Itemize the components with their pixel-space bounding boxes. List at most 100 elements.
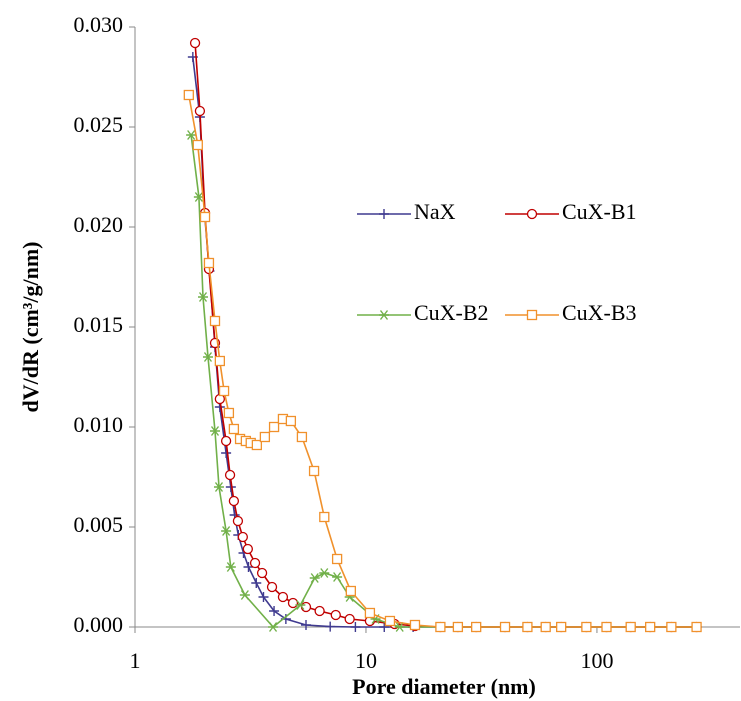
marker — [581, 621, 592, 633]
marker — [251, 439, 263, 451]
marker-shape — [435, 621, 446, 633]
marker-shape — [186, 130, 197, 140]
marker-shape — [581, 621, 592, 633]
marker — [183, 89, 194, 101]
marker — [259, 431, 271, 443]
marker — [256, 567, 268, 579]
series-line — [194, 42, 697, 628]
marker-shape — [666, 621, 677, 633]
marker-shape — [325, 621, 336, 632]
marker — [666, 621, 677, 633]
marker-shape — [183, 89, 194, 101]
marker — [237, 531, 248, 543]
y-tick-label: 0.010 — [74, 412, 124, 437]
marker-shape — [332, 572, 343, 582]
marker — [213, 482, 224, 492]
marker-shape — [198, 292, 209, 302]
marker-shape — [691, 621, 702, 633]
marker-shape — [308, 465, 320, 477]
marker-shape — [251, 439, 263, 451]
marker — [394, 622, 405, 632]
marker — [221, 526, 232, 536]
marker — [193, 192, 204, 202]
x-axis-title: Pore diameter (nm) — [352, 674, 536, 699]
marker — [319, 568, 330, 578]
marker-shape — [218, 385, 230, 397]
marker-shape — [645, 621, 656, 633]
marker — [452, 621, 464, 633]
marker-shape — [214, 355, 225, 367]
marker — [295, 600, 306, 610]
marker — [556, 621, 567, 633]
marker — [239, 590, 250, 600]
x-tick-label: 100 — [580, 648, 613, 673]
legend-label: NaX — [414, 199, 456, 224]
marker-shape — [199, 211, 211, 223]
marker-shape — [220, 435, 232, 447]
marker-shape — [213, 482, 224, 492]
marker-shape — [202, 352, 213, 362]
marker — [314, 605, 325, 617]
marker-shape — [319, 511, 330, 523]
marker — [225, 562, 236, 572]
marker-shape — [556, 621, 567, 633]
marker — [309, 573, 320, 583]
marker-shape — [239, 590, 250, 600]
marker-shape — [221, 526, 232, 536]
marker-shape — [237, 531, 248, 543]
marker-shape — [625, 621, 636, 633]
marker — [268, 421, 280, 433]
y-tick-label: 0.015 — [74, 312, 124, 337]
marker — [645, 621, 656, 633]
marker-shape — [301, 620, 312, 630]
marker-shape — [287, 597, 299, 609]
marker — [499, 621, 511, 633]
marker-shape — [526, 309, 538, 321]
marker-shape — [225, 562, 236, 572]
marker — [330, 609, 341, 621]
marker-shape — [224, 469, 236, 481]
marker-shape — [268, 622, 279, 632]
marker-shape — [379, 209, 389, 219]
marker-shape — [350, 622, 361, 632]
y-tick-label: 0.025 — [74, 112, 124, 137]
marker-shape — [409, 619, 421, 631]
marker-shape — [499, 621, 511, 633]
marker-shape — [242, 543, 253, 555]
series-line — [188, 94, 697, 628]
marker — [269, 606, 280, 616]
marker — [266, 581, 278, 593]
marker-shape — [251, 578, 262, 588]
marker-shape — [379, 622, 390, 632]
marker-shape — [300, 601, 312, 613]
marker — [218, 385, 230, 397]
marker — [350, 622, 361, 632]
marker-shape — [285, 415, 297, 427]
marker — [220, 435, 232, 447]
marker-shape — [314, 605, 325, 617]
marker — [228, 423, 240, 435]
marker — [319, 511, 330, 523]
marker — [522, 621, 533, 633]
marker — [228, 495, 240, 507]
marker — [344, 613, 355, 625]
marker — [223, 407, 235, 419]
marker-shape — [295, 600, 306, 610]
marker — [194, 105, 206, 117]
marker — [379, 310, 389, 320]
marker — [364, 607, 376, 619]
marker-shape — [203, 257, 215, 269]
marker-shape — [452, 621, 464, 633]
marker — [232, 515, 244, 527]
marker-shape — [228, 495, 240, 507]
marker-shape — [259, 431, 271, 443]
marker — [285, 415, 297, 427]
marker — [379, 622, 390, 632]
marker — [186, 130, 197, 140]
marker-shape — [232, 515, 244, 527]
marker-shape — [258, 592, 269, 602]
marker-shape — [192, 139, 203, 151]
marker — [331, 553, 343, 565]
marker-shape — [209, 315, 221, 327]
